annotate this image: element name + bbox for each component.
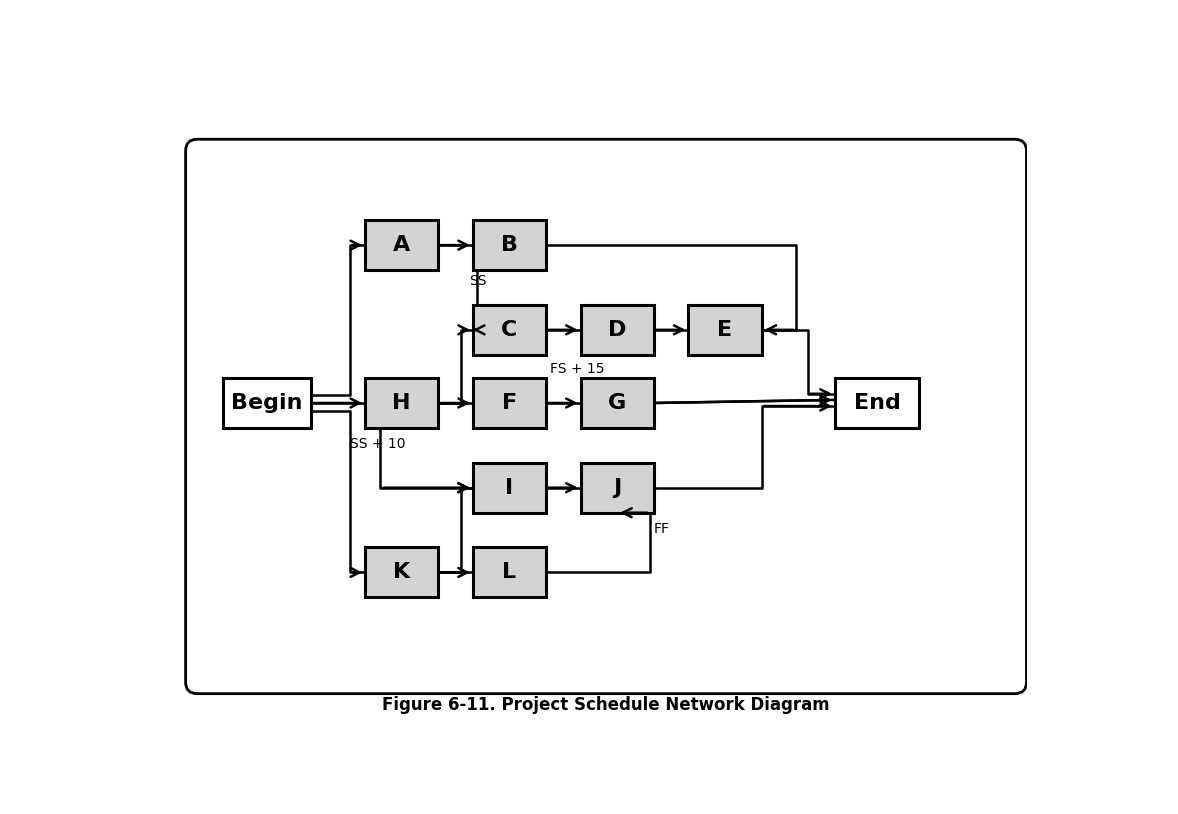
Bar (472, 378, 545, 428)
FancyBboxPatch shape (186, 139, 1026, 694)
Text: Begin: Begin (231, 393, 303, 413)
Bar (223, 378, 311, 428)
Text: SS + 10: SS + 10 (350, 437, 405, 451)
Bar (365, 547, 438, 597)
Text: End: End (854, 393, 900, 413)
Text: G: G (608, 393, 627, 413)
Bar (472, 462, 545, 513)
Text: FS + 15: FS + 15 (550, 362, 604, 376)
Bar (688, 304, 761, 355)
Text: SS: SS (469, 274, 487, 288)
Text: I: I (505, 478, 514, 497)
Text: A: A (393, 235, 410, 255)
Text: K: K (393, 562, 410, 582)
Bar (472, 304, 545, 355)
Text: H: H (392, 393, 411, 413)
Bar (472, 220, 545, 270)
Bar (835, 378, 919, 428)
Text: E: E (717, 320, 733, 339)
Text: FF: FF (654, 522, 670, 536)
Bar (365, 220, 438, 270)
Bar (581, 304, 654, 355)
Bar (581, 378, 654, 428)
Bar (581, 462, 654, 513)
Text: C: C (501, 320, 517, 339)
Bar (472, 547, 545, 597)
Text: J: J (613, 478, 621, 497)
Text: B: B (501, 235, 518, 255)
Text: Figure 6-11. Project Schedule Network Diagram: Figure 6-11. Project Schedule Network Di… (382, 696, 829, 714)
Text: D: D (608, 320, 627, 339)
Text: L: L (502, 562, 516, 582)
Bar (365, 378, 438, 428)
Text: F: F (502, 393, 517, 413)
